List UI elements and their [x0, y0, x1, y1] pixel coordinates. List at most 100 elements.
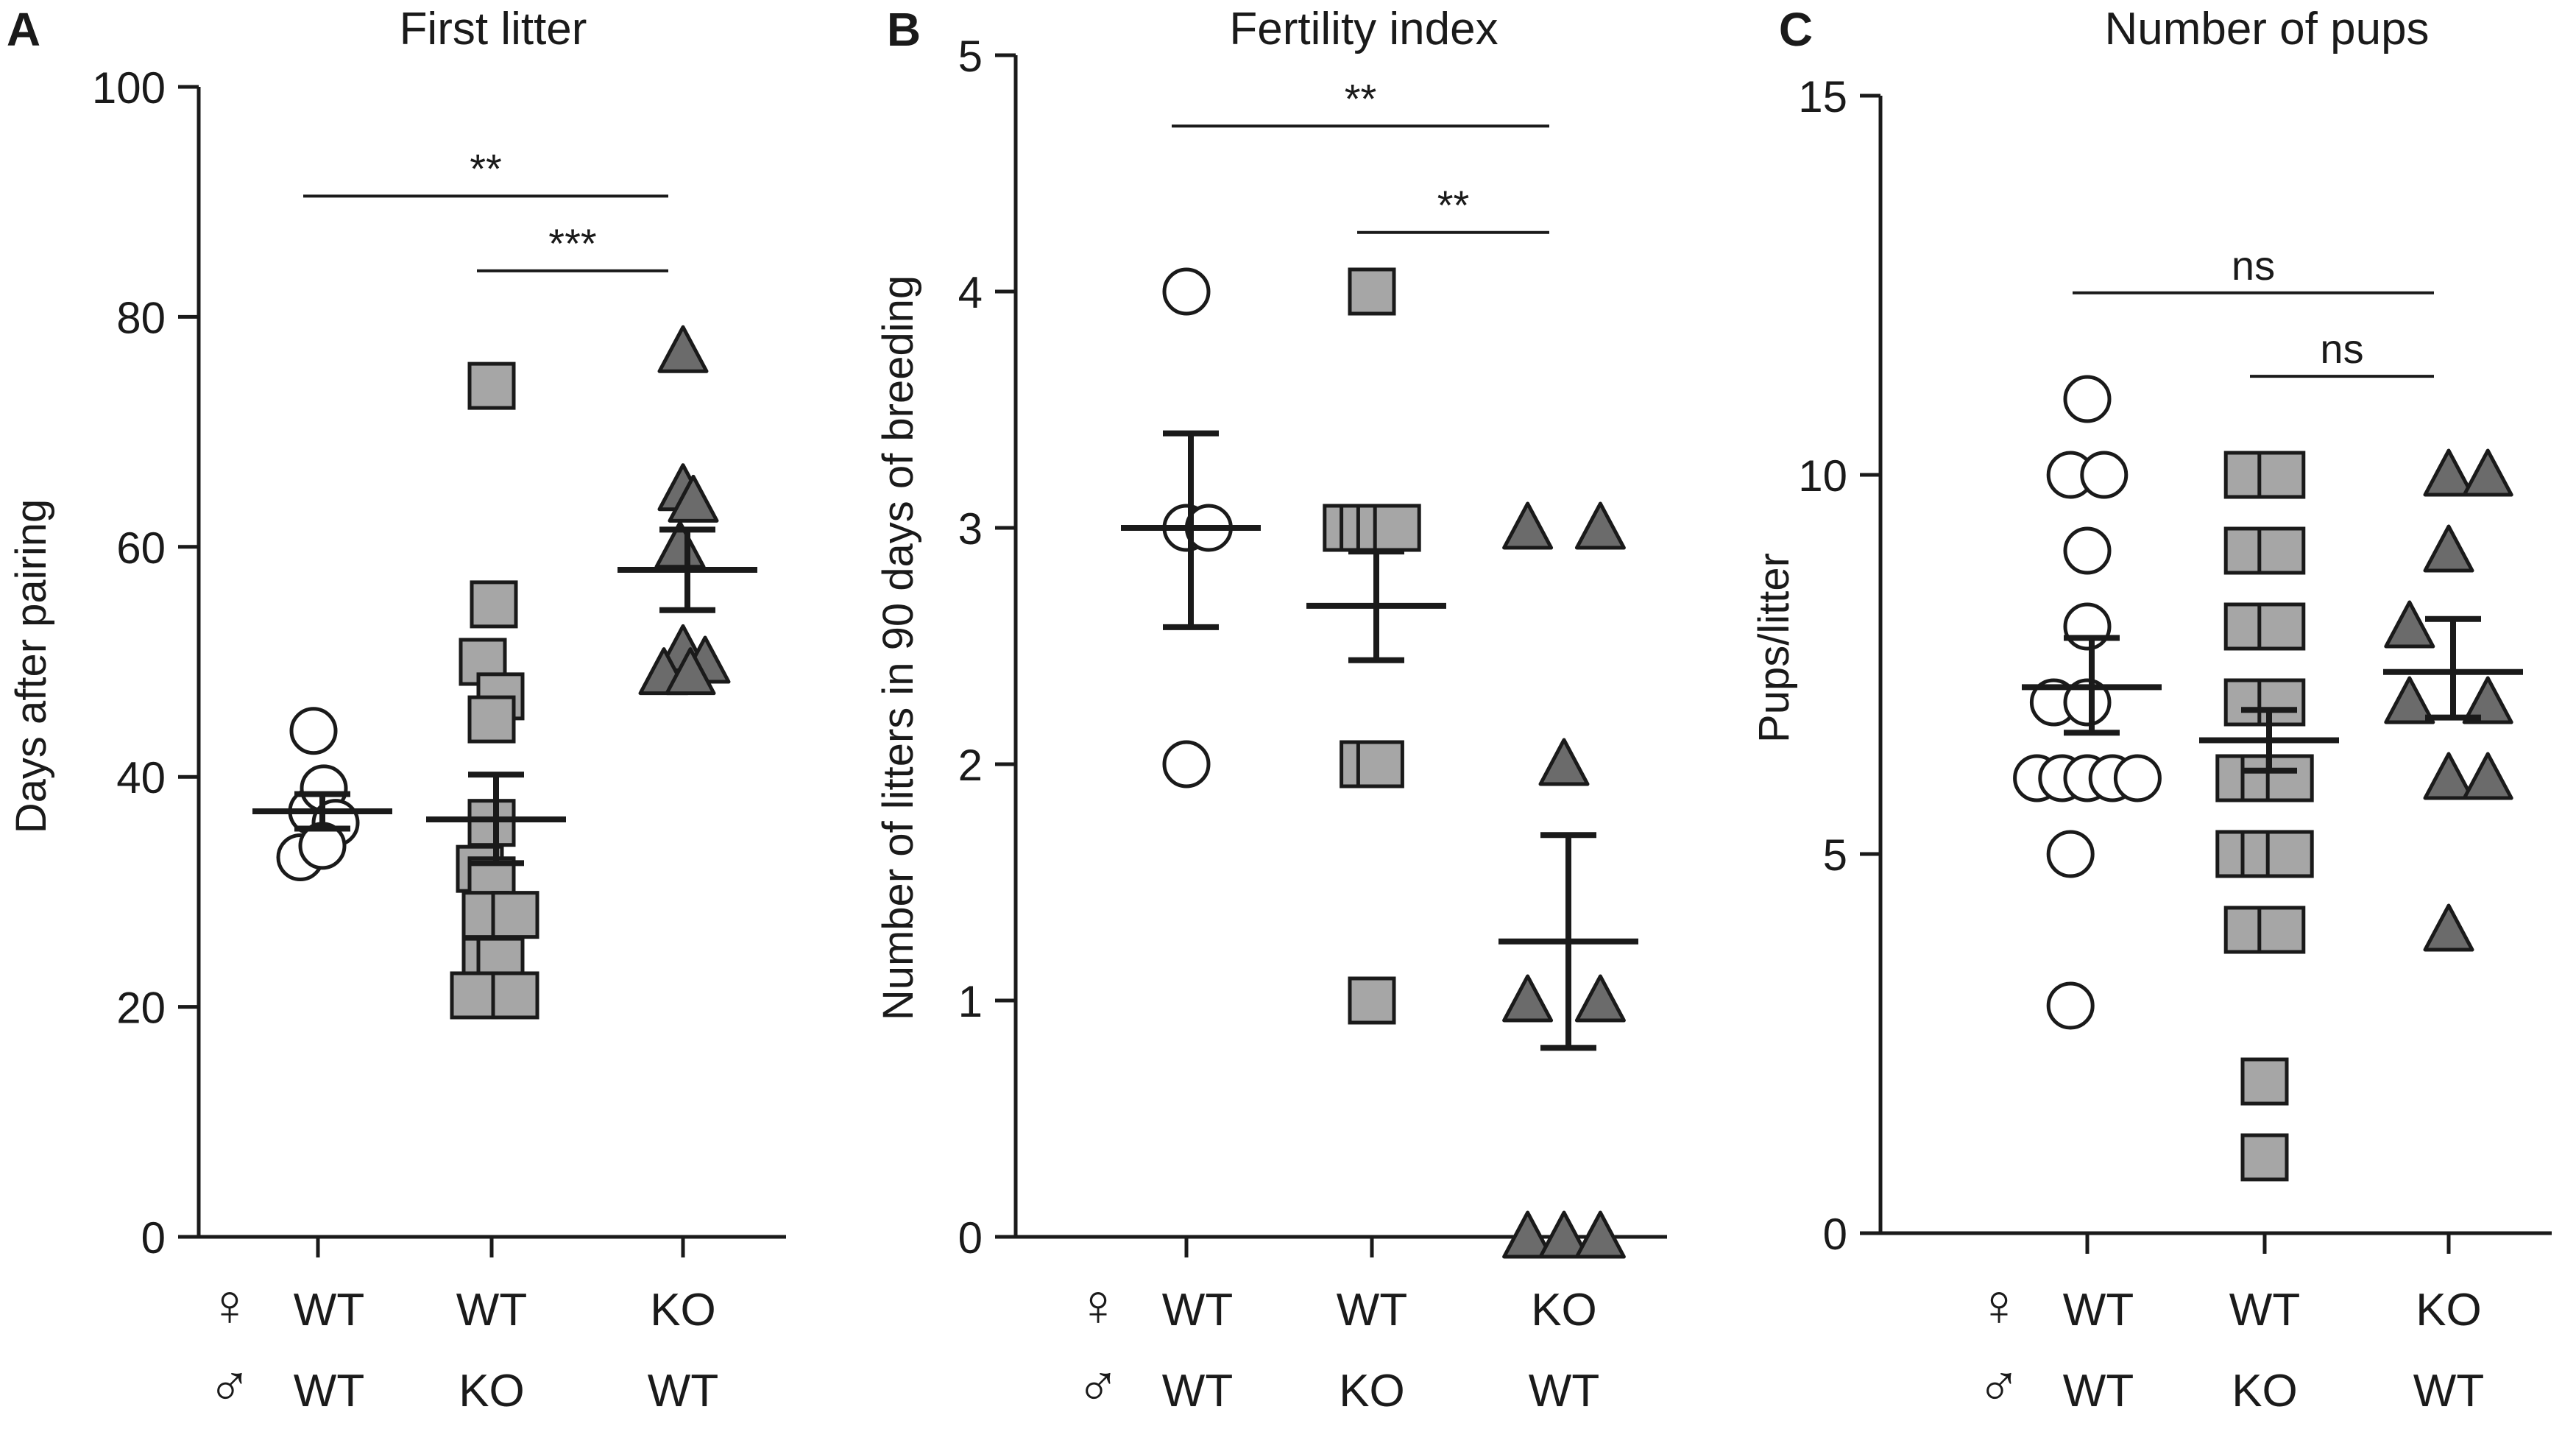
male-genotype-label: WT: [1529, 1366, 1599, 1416]
data-point-circle: [1162, 740, 1211, 788]
female-symbol: ♀: [1076, 1272, 1120, 1338]
female-genotype-label: KO: [2416, 1285, 2482, 1336]
female-genotype-label: WT: [2229, 1285, 2300, 1336]
data-point-square: [2265, 754, 2314, 802]
male-genotype-label: WT: [294, 1366, 364, 1416]
y-tick-label: 80: [116, 293, 166, 342]
data-point-triangle: [1502, 1210, 1554, 1259]
y-tick-label: 5: [958, 32, 983, 81]
female-genotype-label: WT: [456, 1285, 527, 1336]
significance-label: ***: [548, 220, 596, 267]
data-point-square: [2257, 451, 2306, 499]
male-symbol: ♂: [1977, 1353, 2021, 1419]
data-point-circle: [2063, 678, 2112, 727]
y-tick-label: 15: [1798, 72, 1847, 121]
data-point-triangle: [1574, 1210, 1626, 1259]
data-point-circle: [2063, 602, 2112, 651]
data-point-circle: [2046, 830, 2095, 878]
data-point-square: [491, 971, 539, 1020]
data-point-triangle: [2423, 524, 2474, 573]
panel-letter: B: [887, 3, 921, 56]
y-tick-label: 100: [92, 63, 166, 113]
data-point-triangle: [2423, 448, 2474, 497]
data-point-circle: [2063, 375, 2112, 423]
chart-title: Fertility index: [1229, 4, 1498, 54]
data-point-square: [1356, 740, 1404, 788]
data-point-triangle: [2462, 752, 2513, 800]
data-point-triangle: [665, 647, 716, 696]
panel-letter: C: [1779, 3, 1813, 56]
y-axis-label: Pups/litter: [1750, 553, 1798, 743]
data-point-triangle: [657, 325, 709, 373]
female-genotype-label: WT: [1337, 1285, 1407, 1336]
data-point-square: [2257, 602, 2306, 651]
y-tick-label: 40: [116, 753, 166, 802]
y-tick-label: 0: [958, 1213, 983, 1263]
y-tick-label: 20: [116, 984, 166, 1033]
data-point-triangle: [1538, 738, 1590, 786]
panel-letter: A: [7, 3, 40, 56]
data-point-triangle: [2423, 903, 2474, 952]
female-genotype-label: WT: [2063, 1285, 2134, 1336]
data-point-triangle: [1502, 501, 1554, 550]
data-point-triangle: [2384, 600, 2435, 649]
chart-title: First litter: [400, 4, 587, 54]
data-point-circle: [2080, 451, 2129, 499]
data-point-triangle: [2462, 448, 2513, 497]
data-point-square: [2265, 830, 2314, 878]
y-tick-label: 2: [958, 741, 983, 790]
data-point-triangle: [2384, 676, 2435, 724]
female-genotype-label: WT: [294, 1285, 364, 1336]
y-tick-label: 5: [1823, 830, 1847, 880]
male-genotype-label: KO: [1339, 1366, 1405, 1416]
data-point-square: [467, 695, 516, 744]
y-tick-label: 3: [958, 504, 983, 554]
data-point-triangle: [668, 474, 719, 523]
data-point-square: [467, 361, 516, 410]
y-tick-label: 4: [958, 268, 983, 317]
male-genotype-label: KO: [459, 1366, 525, 1416]
data-point-square: [2257, 526, 2306, 575]
data-point-triangle: [654, 521, 706, 569]
data-point-square: [467, 799, 516, 847]
y-tick-label: 1: [958, 977, 983, 1026]
data-point-triangle: [2462, 676, 2513, 724]
data-point-square: [2240, 1057, 2289, 1106]
chart-title: Number of pups: [2104, 4, 2429, 54]
data-point-triangle: [1502, 974, 1554, 1023]
significance-label: **: [470, 145, 502, 191]
data-point-circle: [2113, 754, 2162, 802]
data-point-triangle: [1574, 974, 1626, 1023]
data-point-square: [1348, 976, 1396, 1025]
y-axis-label: Number of litters in 90 days of breeding: [874, 275, 922, 1020]
data-point-square: [2257, 906, 2306, 954]
significance-label: **: [1437, 182, 1470, 228]
y-tick-label: 60: [116, 523, 166, 573]
data-point-square: [1348, 267, 1396, 316]
data-point-triangle: [1574, 501, 1626, 550]
data-point-circle: [1162, 267, 1211, 316]
male-genotype-label: KO: [2232, 1366, 2298, 1416]
significance-label: ns: [2320, 325, 2363, 372]
male-symbol: ♂: [208, 1353, 252, 1419]
data-point-circle: [2063, 526, 2112, 575]
male-symbol: ♂: [1076, 1353, 1120, 1419]
data-point-square: [2240, 1133, 2289, 1182]
data-point-square: [2257, 678, 2306, 727]
data-point-square: [450, 971, 498, 1020]
female-symbol: ♀: [1977, 1272, 2021, 1338]
data-point-square: [470, 580, 518, 629]
female-genotype-label: WT: [1162, 1285, 1233, 1336]
y-tick-label: 0: [141, 1213, 166, 1263]
data-point-triangle: [1538, 1210, 1590, 1259]
male-genotype-label: WT: [648, 1366, 718, 1416]
data-point-square: [491, 891, 539, 939]
male-genotype-label: WT: [2063, 1366, 2134, 1416]
significance-label: ns: [2232, 242, 2275, 289]
male-genotype-label: WT: [1162, 1366, 1233, 1416]
data-point-circle: [289, 707, 338, 755]
significance-label: **: [1345, 75, 1377, 121]
female-genotype-label: KO: [650, 1285, 716, 1336]
data-point-circle: [2046, 981, 2095, 1030]
